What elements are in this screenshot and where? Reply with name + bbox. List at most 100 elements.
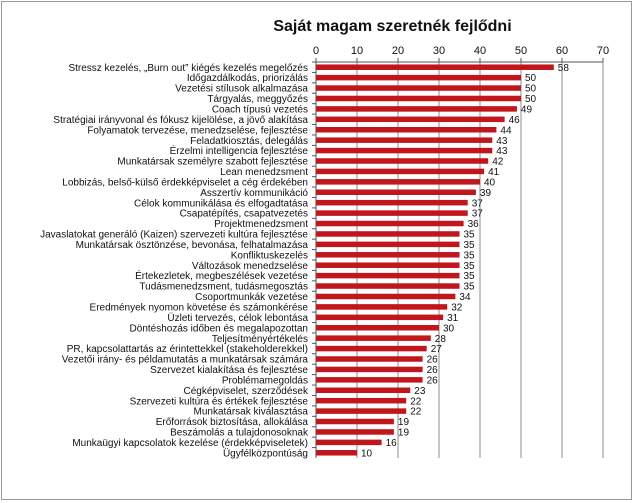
bar: [316, 283, 460, 289]
bar: [316, 210, 468, 216]
data-label: 40: [484, 177, 496, 188]
bar: [316, 418, 394, 425]
category-label: Munkatársak személyre szabott fejlesztés…: [117, 157, 308, 168]
category-label: Célok kommunikálása és elfogadtatása: [134, 198, 308, 209]
category-label: Stressz kezelés, „Burn out” kiégés kezel…: [68, 63, 308, 74]
data-label: 22: [410, 407, 422, 418]
data-label: 43: [496, 136, 508, 147]
data-label: 35: [464, 261, 476, 272]
bar: [316, 64, 554, 70]
data-label: 34: [459, 292, 471, 303]
data-label: 35: [464, 230, 476, 241]
bar: [316, 377, 423, 383]
category-label: Munkaügyi kapcsolatok kezelése (érdekkép…: [72, 438, 308, 449]
data-label: 49: [521, 104, 533, 115]
bar: [316, 220, 464, 227]
bar: [316, 450, 357, 456]
data-label: 36: [468, 219, 480, 230]
category-label: Cégképviselet, szerződések: [183, 386, 309, 397]
bar: [316, 241, 460, 248]
category-label: Vezetési stílusok alkalmazása: [175, 84, 308, 95]
category-label: Tárgyalás, meggyőzés: [207, 94, 308, 105]
data-label: 26: [427, 355, 439, 366]
bar: [316, 168, 485, 175]
data-label: 50: [525, 94, 537, 105]
category-label: Időgazdálkodás, priorizálás: [187, 73, 308, 84]
bar: [316, 116, 505, 123]
category-label: Projektmenedzsment: [214, 219, 308, 230]
bar: [316, 126, 497, 133]
bar: [316, 345, 427, 352]
x-tick-label: 20: [392, 45, 404, 57]
data-label: 27: [431, 344, 443, 355]
data-label: 46: [509, 115, 521, 126]
bar: [316, 439, 382, 446]
data-label: 26: [427, 375, 439, 386]
category-label: Erőforrások biztosítása, allokálása: [156, 417, 309, 428]
chart-title: Saját magam szeretnék fejlődni: [273, 18, 512, 35]
category-label: Döntéshozás időben és megalapozottan: [130, 323, 308, 334]
data-label: 35: [464, 240, 476, 251]
category-label: Konfliktuskezelés: [231, 250, 308, 261]
data-label: 32: [451, 302, 463, 313]
data-label: 58: [558, 63, 570, 74]
category-label: Ügyfélközpontúság: [223, 447, 308, 459]
bar: [316, 85, 521, 91]
bar: [316, 397, 407, 404]
data-label: 42: [492, 157, 504, 168]
data-label: 39: [480, 188, 492, 199]
x-tick-label: 60: [556, 45, 568, 57]
data-label: 30: [443, 323, 455, 334]
category-label: Csoportmunkák vezetése: [195, 292, 308, 303]
bar: [316, 293, 456, 300]
category-label: Asszertív kommunikáció: [200, 188, 308, 199]
bar: [316, 252, 460, 258]
category-label: Stratégiai irányvonal és fókusz kijelölé…: [53, 115, 308, 126]
bar: [316, 231, 460, 237]
x-tick-label: 0: [313, 45, 319, 57]
x-tick-label: 30: [433, 45, 445, 57]
bar: [316, 137, 493, 143]
category-label: Folyamatok tervezése, menedzselése, fejl…: [87, 125, 308, 136]
bar: [316, 304, 448, 310]
category-label: Munkatársak ösztönzése, bevonása, felhat…: [76, 240, 309, 251]
x-tick-label: 50: [515, 45, 527, 57]
data-label: 28: [435, 334, 447, 345]
category-label: Lean menedzsment: [220, 167, 308, 178]
x-tick-label: 40: [474, 45, 486, 57]
category-label: Lobbizás, belső-külső érdekképviselet a …: [62, 177, 308, 188]
x-tick-label: 10: [351, 45, 363, 57]
data-label: 19: [398, 417, 410, 428]
data-label: 26: [427, 365, 439, 376]
bar: [316, 189, 476, 196]
category-label: Szervezeti kultúra és értékek fejlesztés…: [130, 396, 309, 407]
data-label: 44: [500, 125, 512, 136]
data-label: 43: [496, 146, 508, 157]
bar: [316, 262, 460, 268]
x-tick-label: 70: [597, 45, 609, 57]
data-label: 19: [398, 428, 410, 439]
bar: [316, 199, 468, 206]
data-label: 10: [361, 448, 373, 459]
data-label: 50: [525, 84, 537, 95]
category-label: Értekezletek, megbeszélések vezetése: [135, 269, 308, 282]
bar: [316, 429, 394, 435]
bar: [316, 179, 480, 185]
bar: [316, 314, 444, 321]
category-label: Teljesítményértékelés: [212, 334, 308, 345]
category-label: Érzelmi intelligencia fejlesztése: [170, 144, 309, 157]
bar: [316, 366, 423, 373]
data-label: 41: [488, 167, 500, 178]
data-label: 37: [472, 209, 484, 220]
bar: [316, 356, 423, 362]
data-label: 16: [386, 438, 398, 449]
category-label: Üzleti tervezés, célok lebontása: [167, 312, 308, 324]
data-label: 35: [464, 282, 476, 293]
category-label: Feladatkiosztás, delegálás: [190, 136, 308, 147]
bar: [316, 158, 489, 164]
category-label: Eredmények nyomon követése és számonkéré…: [90, 302, 309, 313]
data-label: 23: [414, 386, 426, 397]
data-label: 35: [464, 271, 476, 282]
data-label: 37: [472, 198, 484, 209]
